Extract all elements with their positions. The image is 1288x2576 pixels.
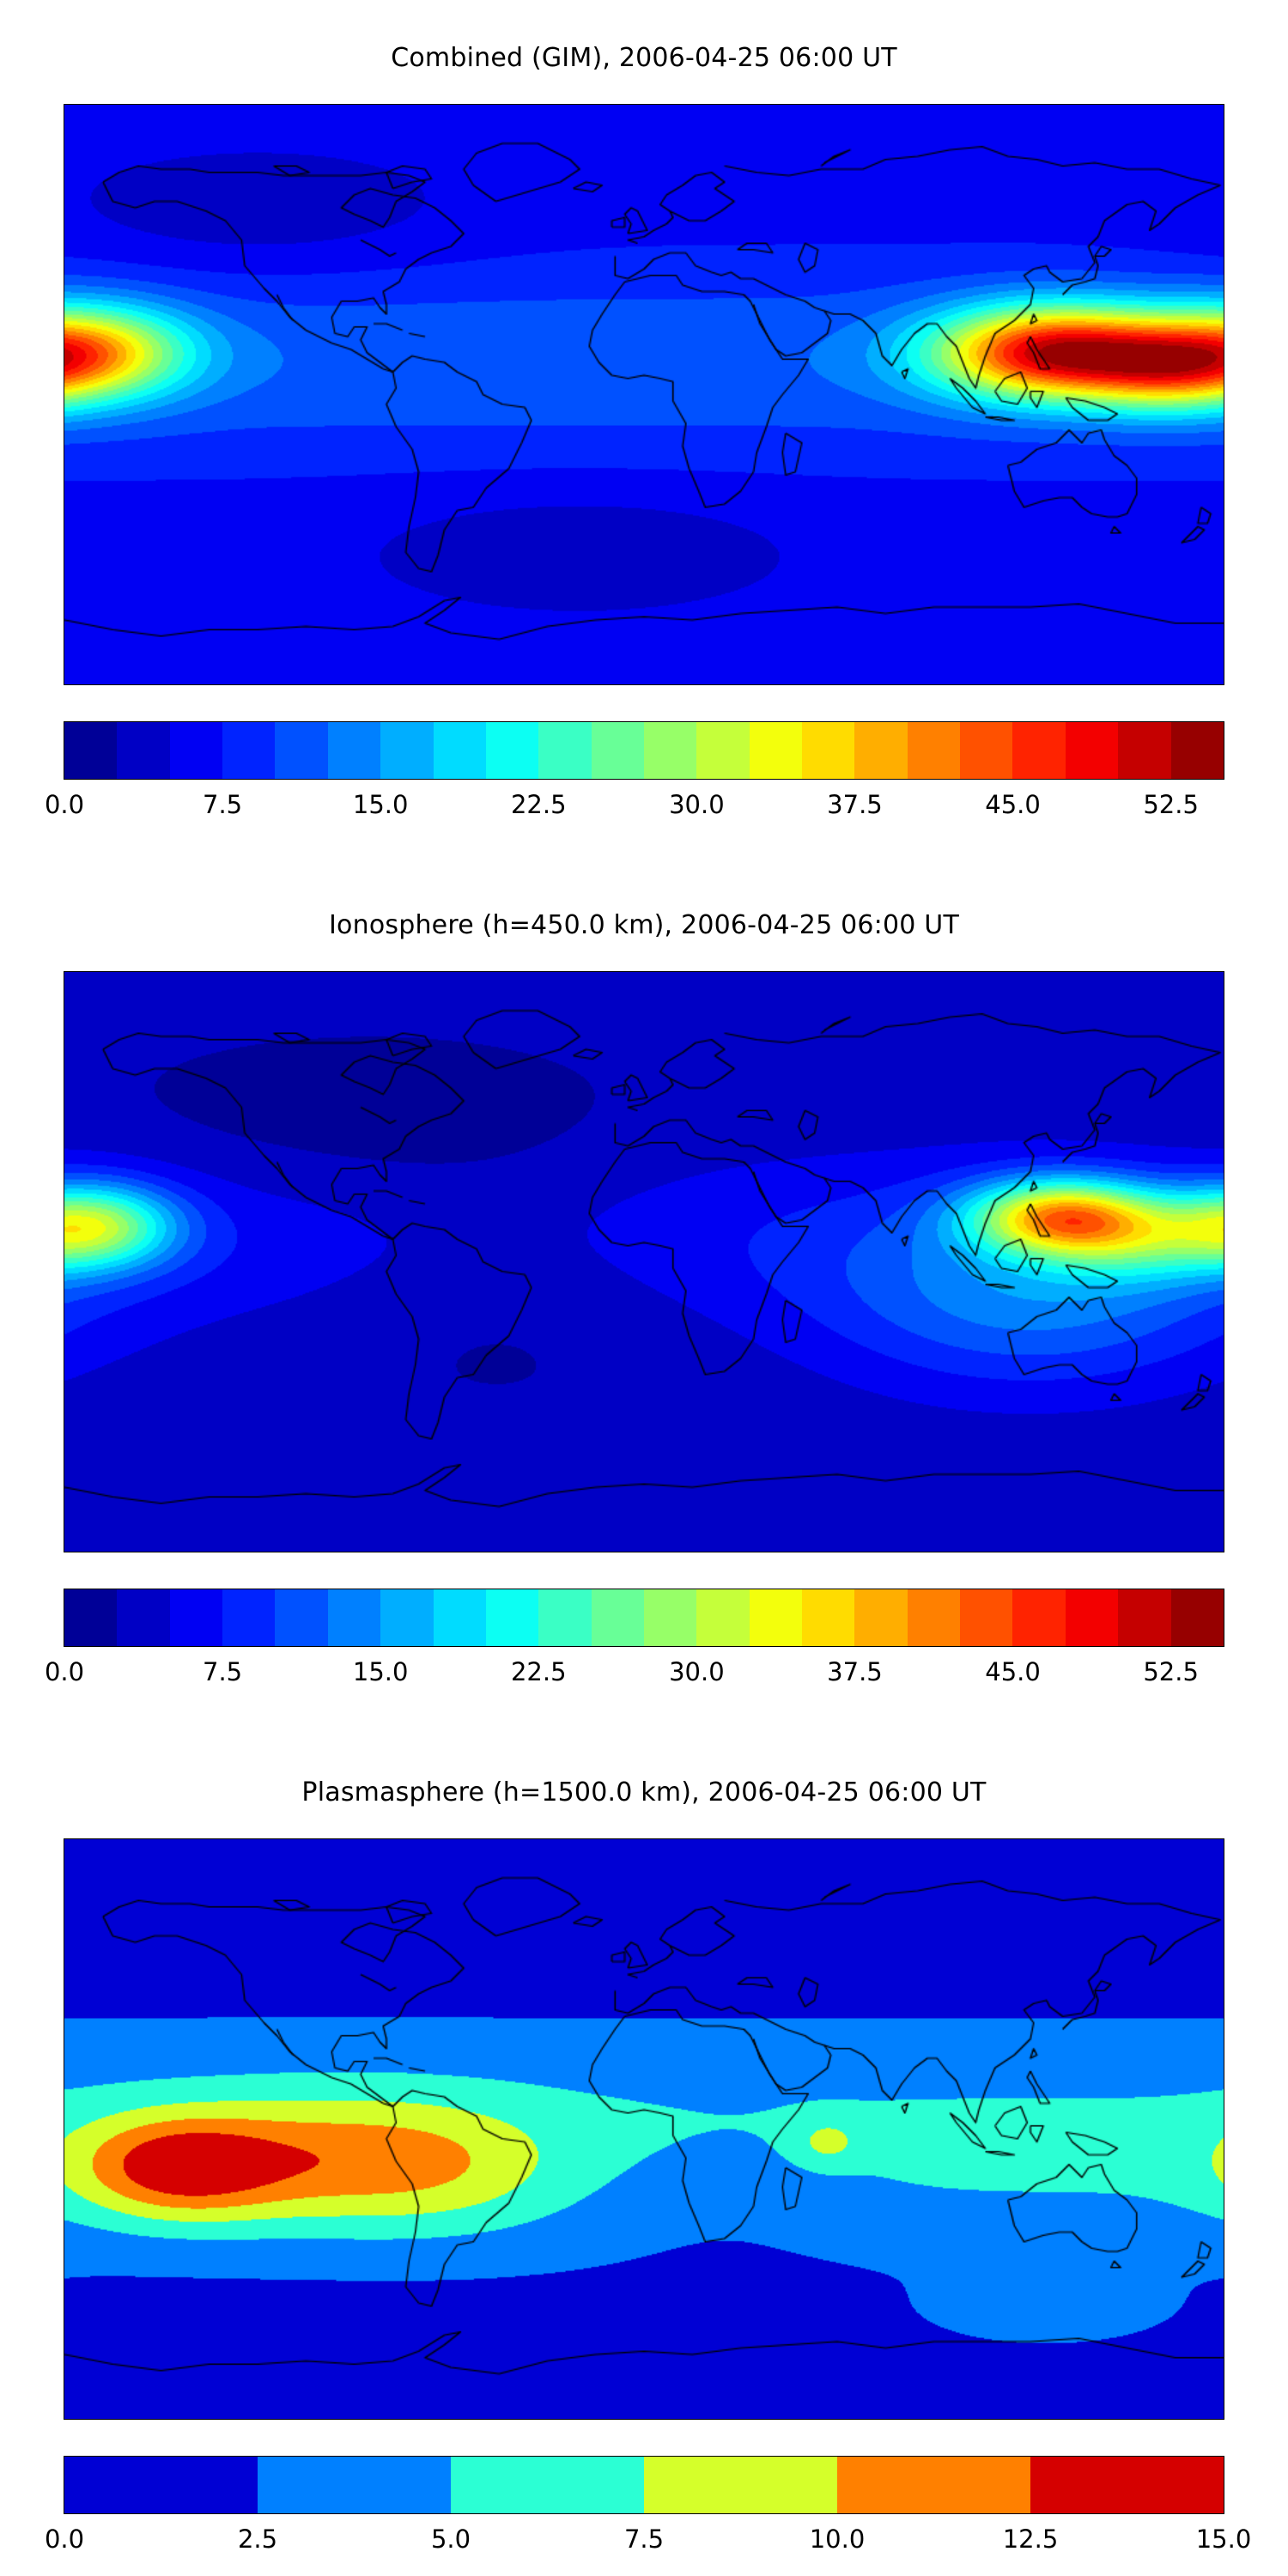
panel-title-ionosphere: Ionosphere (h=450.0 km), 2006-04-25 06:0… xyxy=(329,910,959,940)
colorbar-segment xyxy=(451,2457,644,2513)
colorbar-tick-label: 7.5 xyxy=(203,790,243,819)
colorbar-tick-label: 22.5 xyxy=(510,1657,567,1686)
colorbar-segment xyxy=(749,1589,803,1646)
colorbar-segment xyxy=(433,1589,486,1646)
colorbar-segment xyxy=(327,722,381,779)
colorbar-segment xyxy=(749,722,803,779)
map-ionosphere xyxy=(64,971,1224,1552)
colorbar-tick-label: 0.0 xyxy=(44,2524,85,2554)
map-canvas-plasmasphere xyxy=(64,1839,1224,2419)
panel-plasmasphere: Plasmasphere (h=1500.0 km), 2006-04-25 0… xyxy=(0,1777,1288,2559)
colorbar-segment xyxy=(538,722,592,779)
colorbar-tick-label: 52.5 xyxy=(1143,790,1199,819)
colorbar-ticks-ionosphere: 0.0 7.5 15.0 22.5 30.0 37.5 45.0 52.5 xyxy=(45,1654,1224,1692)
colorbar-segment xyxy=(64,1589,118,1646)
colorbar-segment xyxy=(538,1589,592,1646)
colorbar-segment xyxy=(485,722,539,779)
colorbar-segment xyxy=(1030,2457,1224,2513)
colorbar-segment xyxy=(907,722,961,779)
colorbar-ticks-combined: 0.0 7.5 15.0 22.5 30.0 37.5 45.0 52.5 xyxy=(45,787,1224,824)
colorbar-segment xyxy=(169,1589,223,1646)
colorbar-segment xyxy=(433,722,486,779)
colorbar-segment xyxy=(591,722,644,779)
colorbar-segment xyxy=(696,1589,750,1646)
colorbar-segment xyxy=(222,1589,276,1646)
colorbar-segment xyxy=(275,1589,328,1646)
colorbar-tick-label: 22.5 xyxy=(510,790,567,819)
panel-combined-gim: Combined (GIM), 2006-04-25 06:00 UT 0.0 7… xyxy=(0,43,1288,824)
map-combined xyxy=(64,104,1224,685)
colorbar-segment xyxy=(696,722,750,779)
colorbar-segment xyxy=(169,722,223,779)
colorbar-segment xyxy=(802,722,855,779)
colorbar-segment xyxy=(275,722,328,779)
colorbar-segment xyxy=(1118,1589,1171,1646)
colorbar-segment xyxy=(117,1589,170,1646)
colorbar-ionosphere xyxy=(64,1589,1224,1647)
colorbar-ticks-plasmasphere: 0.0 2.5 5.0 7.5 10.0 12.5 15.0 xyxy=(45,2521,1251,2559)
colorbar-segment xyxy=(1065,722,1119,779)
colorbar-segment xyxy=(380,1589,434,1646)
colorbar-segment xyxy=(327,1589,381,1646)
colorbar-segment xyxy=(222,722,276,779)
colorbar-segment xyxy=(643,722,697,779)
map-canvas-combined xyxy=(64,105,1224,684)
colorbar-segment xyxy=(960,1589,1013,1646)
colorbar-segment xyxy=(837,2457,1030,2513)
colorbar-segment xyxy=(1118,722,1171,779)
colorbar-tick-label: 15.0 xyxy=(1195,2524,1252,2554)
colorbar-tick-label: 12.5 xyxy=(1002,2524,1059,2554)
colorbar-tick-label: 45.0 xyxy=(985,790,1041,819)
colorbar-segment xyxy=(644,2457,837,2513)
colorbar-tick-label: 0.0 xyxy=(44,790,85,819)
colorbar-tick-label: 10.0 xyxy=(809,2524,866,2554)
colorbar-segment xyxy=(1170,722,1224,779)
panel-title-combined: Combined (GIM), 2006-04-25 06:00 UT xyxy=(391,43,897,73)
colorbar-tick-label: 2.5 xyxy=(237,2524,278,2554)
colorbar-segment xyxy=(802,1589,855,1646)
colorbar-tick-label: 37.5 xyxy=(827,1657,883,1686)
colorbar-tick-label: 45.0 xyxy=(985,1657,1041,1686)
colorbar-segment xyxy=(64,722,118,779)
colorbar-segment xyxy=(854,1589,908,1646)
colorbar-segment xyxy=(1012,722,1066,779)
colorbar-tick-label: 0.0 xyxy=(44,1657,85,1686)
colorbar-tick-label: 7.5 xyxy=(203,1657,243,1686)
colorbar-tick-label: 37.5 xyxy=(827,790,883,819)
colorbar-segment xyxy=(960,722,1013,779)
colorbar-segment xyxy=(591,1589,644,1646)
colorbar-segment xyxy=(380,722,434,779)
colorbar-segment xyxy=(907,1589,961,1646)
colorbar-tick-label: 15.0 xyxy=(352,790,409,819)
colorbar-tick-label: 30.0 xyxy=(669,790,725,819)
colorbar-segment xyxy=(117,722,170,779)
colorbar-segment xyxy=(1170,1589,1224,1646)
colorbar-tick-label: 30.0 xyxy=(669,1657,725,1686)
colorbar-segment xyxy=(64,2457,258,2513)
colorbar-tick-label: 5.0 xyxy=(430,2524,471,2554)
colorbar-segment xyxy=(485,1589,539,1646)
colorbar-tick-label: 7.5 xyxy=(623,2524,665,2554)
panel-ionosphere: Ionosphere (h=450.0 km), 2006-04-25 06:0… xyxy=(0,910,1288,1692)
colorbar-tick-label: 15.0 xyxy=(352,1657,409,1686)
colorbar-plasmasphere xyxy=(64,2456,1224,2514)
colorbar-tick-label: 52.5 xyxy=(1143,1657,1199,1686)
map-canvas-ionosphere xyxy=(64,972,1224,1552)
colorbar-segment xyxy=(854,722,908,779)
colorbar-segment xyxy=(1065,1589,1119,1646)
panel-title-plasmasphere: Plasmasphere (h=1500.0 km), 2006-04-25 0… xyxy=(301,1777,987,1807)
colorbar-segment xyxy=(1012,1589,1066,1646)
map-plasmasphere xyxy=(64,1838,1224,2420)
colorbar-segment xyxy=(643,1589,697,1646)
colorbar-segment xyxy=(258,2457,451,2513)
colorbar-combined xyxy=(64,721,1224,780)
